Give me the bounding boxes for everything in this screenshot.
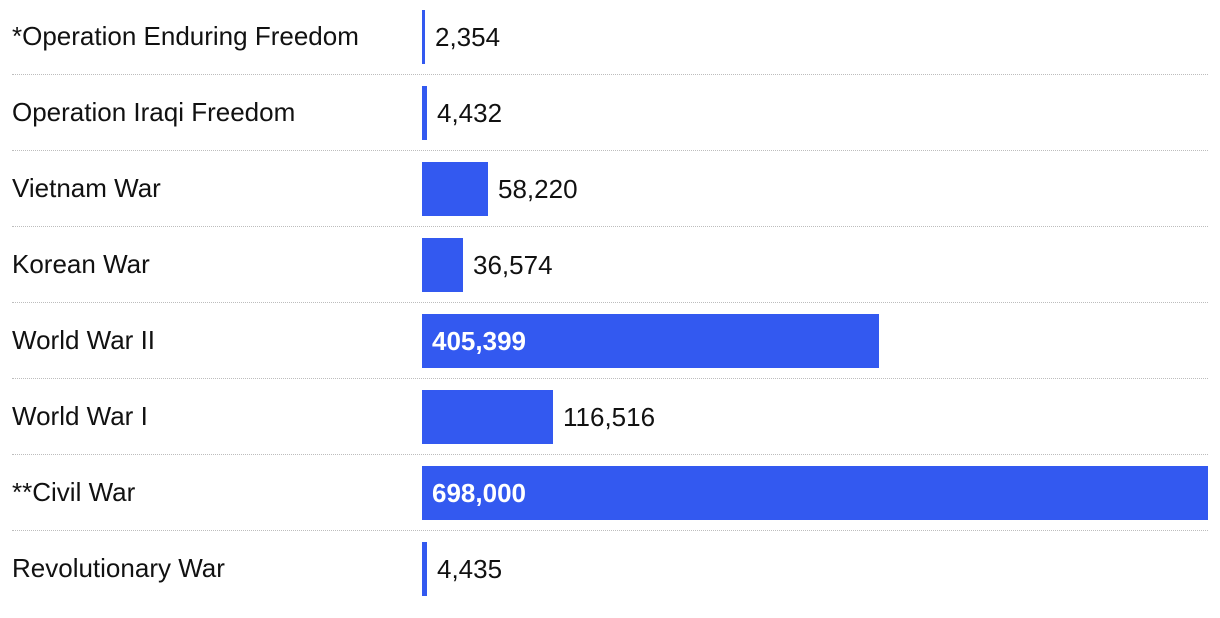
bar (422, 390, 553, 444)
value-label: 36,574 (473, 250, 553, 280)
value-label: 58,220 (498, 174, 578, 204)
row-divider (12, 378, 1208, 379)
category-label: World War I (12, 401, 148, 431)
category-label: World War II (12, 325, 156, 355)
chart-row: **Civil War 698,000 (12, 466, 1208, 542)
row-divider (12, 454, 1208, 455)
chart-row: *Operation Enduring Freedom 2,354 (12, 10, 1208, 86)
chart-row: World War II 405,399 (12, 314, 1208, 390)
bar (422, 314, 879, 368)
value-label: 4,435 (437, 554, 503, 584)
category-label: Revolutionary War (12, 553, 225, 583)
bar (422, 162, 488, 216)
category-label: **Civil War (12, 477, 136, 507)
category-label: *Operation Enduring Freedom (12, 21, 359, 51)
chart-row: Korean War 36,574 (12, 238, 1208, 314)
chart-row: Revolutionary War 4,435 (12, 542, 1208, 618)
row-divider (12, 74, 1208, 75)
bar (422, 10, 425, 64)
chart-row: World War I 116,516 (12, 390, 1208, 466)
category-label: Korean War (12, 249, 150, 279)
value-label: 116,516 (563, 402, 656, 432)
row-divider (12, 226, 1208, 227)
bar (422, 542, 427, 596)
value-label: 405,399 (432, 326, 526, 356)
bar (422, 466, 1208, 520)
value-label: 4,432 (437, 98, 503, 128)
row-divider (12, 530, 1208, 531)
category-label: Vietnam War (12, 173, 161, 203)
row-divider (12, 150, 1208, 151)
bar (422, 238, 463, 292)
value-label: 2,354 (435, 22, 501, 52)
value-label: 698,000 (432, 478, 526, 508)
bar (422, 86, 427, 140)
chart-row: Operation Iraqi Freedom 4,432 (12, 86, 1208, 162)
row-divider (12, 302, 1208, 303)
chart-row: Vietnam War 58,220 (12, 162, 1208, 238)
category-label: Operation Iraqi Freedom (12, 97, 296, 127)
